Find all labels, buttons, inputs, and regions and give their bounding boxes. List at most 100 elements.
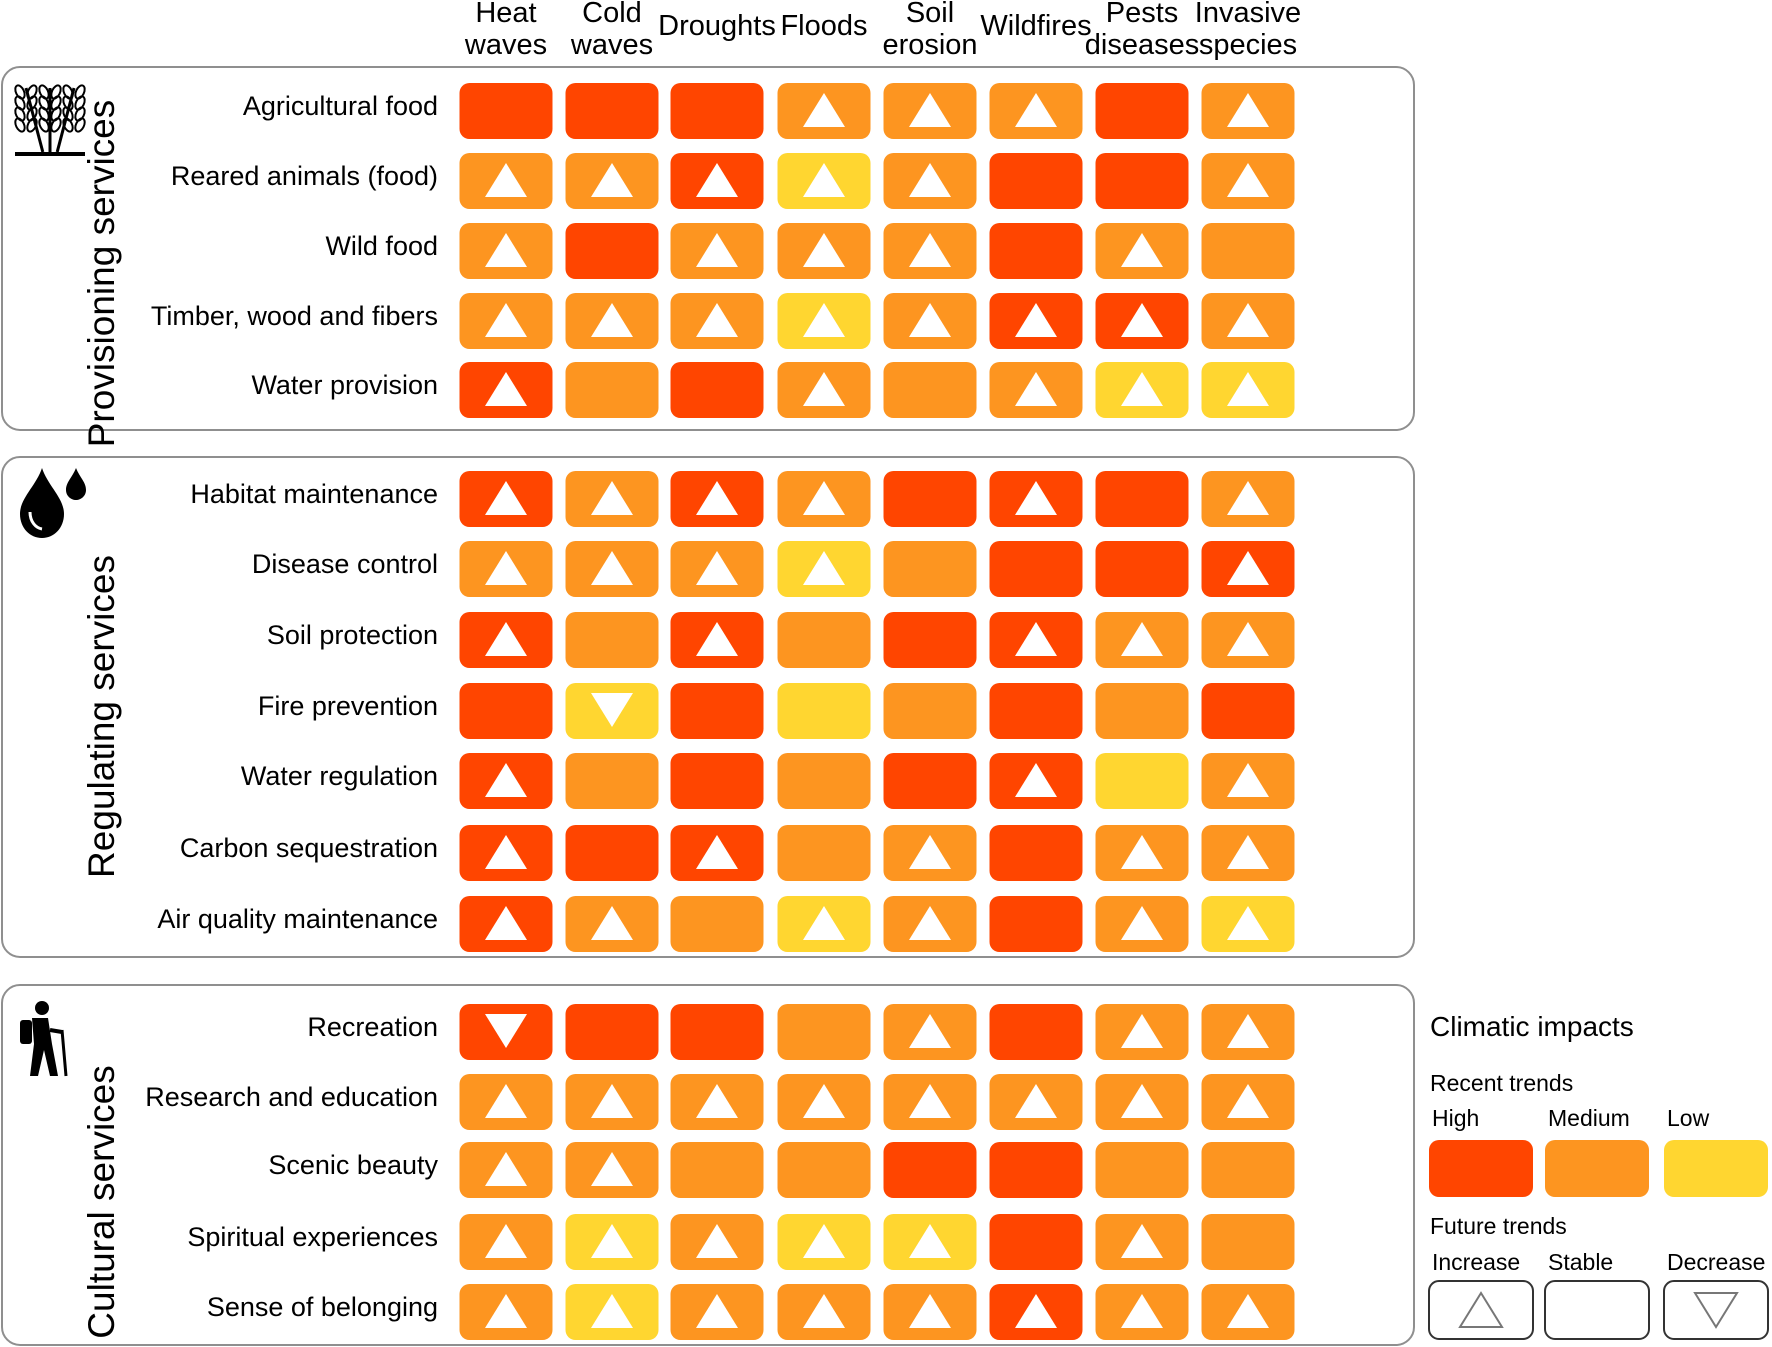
legend-decrease-icon: [1693, 1292, 1739, 1329]
trend-increase-marker: [485, 1152, 527, 1186]
trend-increase-marker: [485, 1224, 527, 1258]
group-panel-border: [1, 984, 1415, 1346]
trend-increase-marker: [1227, 481, 1269, 515]
heatmap-row: Sense of belonging: [207, 1284, 1295, 1340]
trend-increase-marker: [1015, 1294, 1057, 1328]
heatmap-cell: [989, 153, 1083, 209]
heatmap-cell: [670, 753, 764, 809]
wheat-icon: [14, 84, 86, 156]
trend-increase-marker: [803, 163, 845, 197]
service-panels: Provisioning services Agricultural food Re…: [1, 66, 1415, 1346]
trend-increase-marker: [1121, 1224, 1163, 1258]
heatmap-cell: [1095, 471, 1189, 527]
trend-increase-marker: [591, 303, 633, 337]
trend-increase-marker: [485, 1084, 527, 1118]
trend-increase-marker: [696, 622, 738, 656]
trend-increase-marker: [696, 1224, 738, 1258]
trend-increase-marker: [485, 622, 527, 656]
trend-increase-marker: [591, 1294, 633, 1328]
row-label: Air quality maintenance: [157, 904, 438, 934]
trend-increase-marker: [909, 163, 951, 197]
column-header-7-line1: Invasive: [1195, 0, 1301, 29]
heatmap-cell: [670, 896, 764, 952]
heatmap-cell: [883, 471, 977, 527]
trend-increase-marker: [1121, 303, 1163, 337]
heatmap-cell: [670, 1142, 764, 1198]
legend-recent-title: Recent trends: [1430, 1070, 1573, 1096]
trend-increase-marker: [803, 372, 845, 406]
trend-increase-marker: [909, 1084, 951, 1118]
heatmap-cell: [1095, 83, 1189, 139]
trend-increase-marker: [1121, 1014, 1163, 1048]
column-header-2: Droughts: [658, 10, 776, 42]
heatmap-row: Fire prevention: [258, 683, 1295, 739]
trend-increase-marker: [696, 481, 738, 515]
trend-increase-marker: [485, 1294, 527, 1328]
trend-increase-marker: [909, 835, 951, 869]
heatmap-cell: [777, 825, 871, 881]
trend-increase-marker: [696, 835, 738, 869]
heatmap-row: Water provision: [251, 362, 1295, 418]
group-label: Regulating services: [81, 555, 122, 878]
trend-increase-marker: [909, 93, 951, 127]
heatmap-row: Reared animals (food): [171, 153, 1295, 209]
trend-increase-marker: [696, 1294, 738, 1328]
heatmap-cell: [883, 541, 977, 597]
legend-box-increase: [1428, 1280, 1534, 1340]
heatmap-row: Spiritual experiences: [187, 1214, 1295, 1270]
heatmap-row: Wild food: [325, 223, 1295, 279]
trend-increase-marker: [1227, 1014, 1269, 1048]
heatmap-cell: [777, 1004, 871, 1060]
legend-title: Climatic impacts: [1430, 1011, 1634, 1042]
column-header-5: Wildfires: [980, 10, 1091, 42]
legend-future-label: Stable: [1548, 1249, 1613, 1275]
row-label: Research and education: [145, 1082, 438, 1112]
heatmap-cell: [670, 83, 764, 139]
group-label: Provisioning services: [81, 100, 122, 448]
trend-increase-marker: [1121, 835, 1163, 869]
legend: Climatic impacts Recent trends High Medium L…: [1428, 1011, 1769, 1340]
trend-increase-marker: [1121, 906, 1163, 940]
trend-increase-marker: [591, 906, 633, 940]
heatmap-cell: [670, 1004, 764, 1060]
trend-increase-marker: [803, 1084, 845, 1118]
heatmap-cell: [1095, 153, 1189, 209]
trend-increase-marker: [696, 551, 738, 585]
heatmap-cell: [459, 83, 553, 139]
trend-increase-marker: [485, 303, 527, 337]
heatmap-cell: [1095, 753, 1189, 809]
heatmap-cell: [1201, 1214, 1295, 1270]
trend-increase-marker: [909, 303, 951, 337]
trend-increase-marker: [591, 1152, 633, 1186]
heatmap-cell: [670, 362, 764, 418]
trend-increase-marker: [909, 906, 951, 940]
heatmap-cell: [883, 362, 977, 418]
trend-increase-marker: [485, 763, 527, 797]
column-header-6-line1: Pests: [1106, 0, 1179, 29]
heatmap-cell: [989, 1214, 1083, 1270]
trend-increase-marker: [1015, 763, 1057, 797]
heatmap-cell: [1095, 541, 1189, 597]
trend-increase-marker: [909, 1014, 951, 1048]
heatmap-cell: [565, 83, 659, 139]
legend-swatch-low: [1664, 1140, 1768, 1197]
hiker-icon: [20, 1001, 68, 1077]
group-panel-border: [1, 456, 1415, 958]
trend-increase-marker: [696, 303, 738, 337]
trend-increase-marker: [591, 551, 633, 585]
trend-increase-marker: [696, 233, 738, 267]
trend-decrease-marker: [591, 693, 633, 727]
heatmap-row: Disease control: [252, 541, 1295, 597]
heatmap-row: Recreation: [307, 1004, 1295, 1060]
heatmap-cell: [1201, 1142, 1295, 1198]
heatmap-cell: [883, 683, 977, 739]
group-panel-border: [1, 66, 1415, 431]
trend-increase-marker: [1227, 622, 1269, 656]
trend-increase-marker: [1227, 1294, 1269, 1328]
row-label: Fire prevention: [258, 691, 438, 721]
column-header-4-line1: Soil: [906, 0, 954, 29]
heatmap-cell: [883, 1142, 977, 1198]
legend-swatch-medium: [1545, 1140, 1649, 1197]
legend-box-stable: [1544, 1280, 1650, 1340]
